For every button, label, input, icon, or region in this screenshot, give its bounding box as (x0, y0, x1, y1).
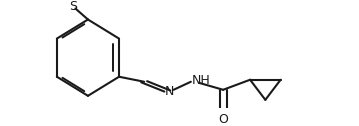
Text: N: N (165, 85, 174, 98)
Text: S: S (70, 0, 78, 13)
Text: O: O (218, 113, 228, 126)
Text: NH: NH (192, 74, 211, 87)
